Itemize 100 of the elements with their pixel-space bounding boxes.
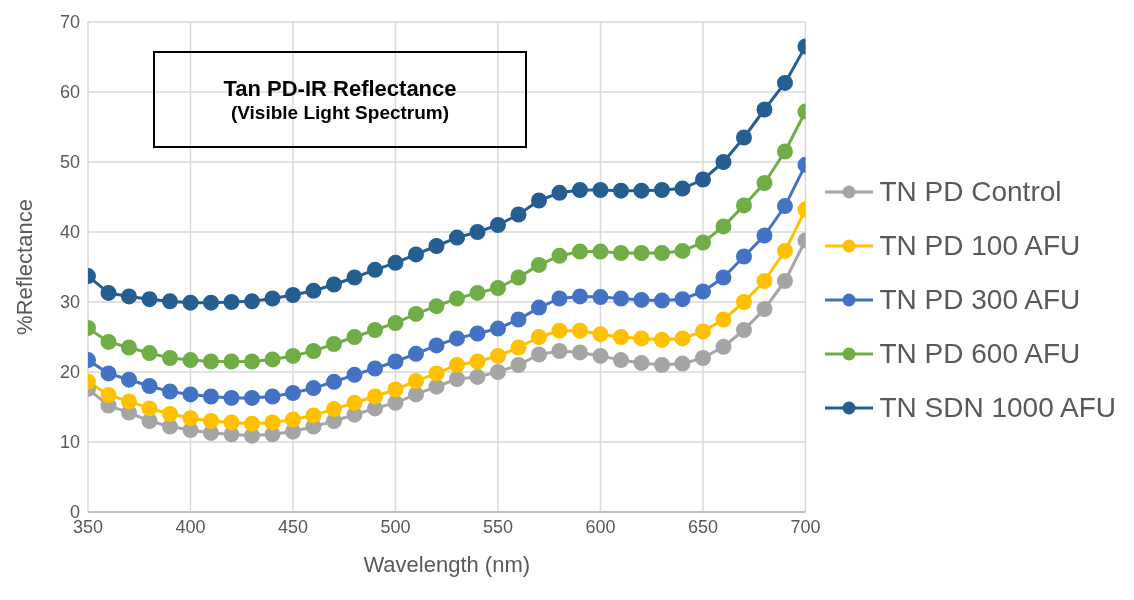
- point: [571, 288, 588, 305]
- point: [387, 315, 404, 331]
- legend-label: TN PD 300 AFU: [879, 283, 1081, 317]
- point: [100, 365, 117, 382]
- point: [346, 329, 363, 345]
- point: [715, 218, 732, 235]
- point: [141, 345, 158, 362]
- point: [243, 389, 260, 406]
- point: [653, 182, 670, 198]
- point: [756, 273, 773, 289]
- point: [305, 407, 322, 424]
- point: [694, 171, 711, 188]
- point: [162, 293, 178, 310]
- point: [715, 269, 732, 286]
- point: [325, 276, 342, 293]
- point: [715, 338, 732, 355]
- point: [366, 261, 383, 278]
- point: [448, 290, 465, 307]
- point: [448, 371, 465, 387]
- point: [407, 345, 424, 362]
- point: [387, 394, 404, 411]
- point: [264, 351, 281, 368]
- point: [530, 256, 547, 273]
- point: [325, 401, 342, 418]
- point: [469, 224, 486, 240]
- point: [284, 385, 301, 401]
- point: [694, 283, 711, 300]
- point: [407, 373, 424, 390]
- point: [551, 247, 568, 264]
- y-axis-title: %Reflectance: [11, 199, 37, 335]
- point: [407, 386, 424, 403]
- point: [100, 387, 117, 404]
- point: [469, 353, 486, 370]
- point: [674, 242, 691, 259]
- point: [223, 414, 240, 431]
- point: [182, 352, 199, 369]
- point: [325, 373, 342, 390]
- title-frame: Tan PD-IR Reflectance (Visible Light Spectrum): [153, 51, 527, 148]
- point: [674, 180, 691, 197]
- x-tick-label: 650: [687, 516, 718, 537]
- y-tick-label: 10: [59, 432, 80, 453]
- point: [141, 291, 158, 308]
- point: [694, 350, 711, 366]
- point: [530, 299, 547, 316]
- y-tick-label: 20: [59, 362, 80, 383]
- point: [100, 284, 117, 301]
- point: [776, 198, 793, 215]
- point: [489, 347, 506, 364]
- point: [366, 360, 383, 377]
- point: [735, 197, 752, 214]
- point: [735, 248, 752, 265]
- point: [121, 288, 137, 305]
- point: [530, 346, 547, 363]
- point: [715, 154, 732, 170]
- point: [346, 394, 363, 411]
- point: [756, 175, 773, 191]
- point: [510, 311, 527, 328]
- point: [489, 364, 506, 380]
- point: [264, 388, 281, 405]
- point: [612, 329, 629, 345]
- point: [182, 294, 199, 311]
- legend-label: TN PD Control: [879, 175, 1062, 209]
- point: [571, 344, 588, 361]
- point: [162, 406, 178, 422]
- point: [141, 413, 158, 429]
- y-tick-label: 40: [59, 222, 80, 243]
- point: [735, 322, 752, 338]
- point: [407, 246, 424, 263]
- point: [530, 192, 547, 209]
- point: [756, 301, 773, 317]
- point: [141, 378, 158, 394]
- point: [203, 294, 219, 311]
- point: [489, 217, 506, 233]
- point: [633, 245, 650, 261]
- point: [407, 305, 424, 322]
- point: [243, 353, 260, 370]
- point: [121, 339, 137, 356]
- point: [776, 74, 793, 91]
- point: [735, 294, 752, 310]
- point: [776, 242, 793, 259]
- point: [469, 284, 486, 301]
- point: [305, 282, 322, 299]
- point: [592, 243, 609, 260]
- point: [633, 182, 650, 199]
- point: [428, 378, 445, 395]
- x-tick-label: 500: [380, 516, 411, 537]
- point: [284, 411, 301, 428]
- point: [592, 347, 609, 364]
- y-tick-label: 30: [59, 292, 80, 313]
- point: [243, 293, 260, 310]
- point: [612, 245, 629, 261]
- point: [633, 354, 650, 371]
- point: [510, 206, 527, 223]
- point: [653, 245, 670, 261]
- point: [776, 143, 793, 160]
- legend-label: TN PD 600 AFU: [879, 337, 1081, 371]
- point: [571, 182, 588, 198]
- point: [346, 366, 363, 383]
- point: [448, 229, 465, 246]
- y-tick-label: 60: [59, 82, 80, 103]
